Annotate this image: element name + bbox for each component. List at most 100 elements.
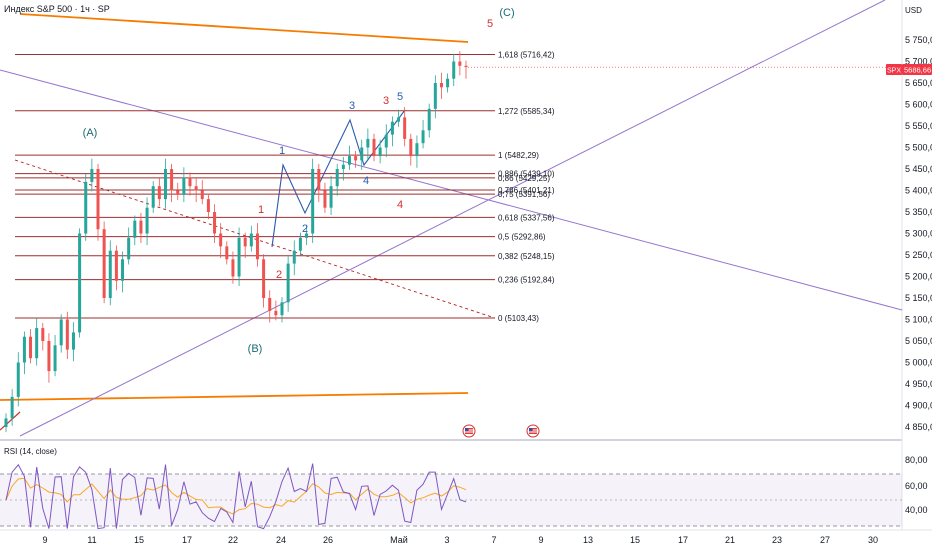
rsi-indicator-label[interactable]: RSI (14, close) [4, 447, 57, 456]
candle-body[interactable] [114, 250, 118, 281]
candle-body[interactable] [323, 190, 327, 208]
rsi-line[interactable] [5, 463, 467, 530]
candle-body[interactable] [329, 186, 333, 208]
candle-body[interactable] [231, 259, 235, 277]
candle-body[interactable] [268, 298, 272, 311]
candle-body[interactable] [305, 233, 309, 238]
candle-body[interactable] [65, 319, 69, 350]
last-price-badge[interactable] [902, 64, 932, 75]
candle-body[interactable] [243, 237, 247, 247]
ascending-trendline[interactable] [19, 0, 886, 437]
candle-body[interactable] [255, 233, 259, 260]
candle-body[interactable] [384, 134, 388, 148]
candle-body[interactable] [286, 263, 290, 303]
candle-body[interactable] [317, 169, 321, 191]
candle-body[interactable] [274, 310, 278, 316]
dashed-guide-line[interactable] [14, 159, 496, 319]
candle-body[interactable] [102, 229, 106, 298]
wave-label[interactable]: 3 [383, 95, 389, 107]
candle-body[interactable] [415, 143, 419, 157]
candle-body[interactable] [71, 332, 75, 350]
wave-label[interactable]: (C) [499, 7, 514, 19]
candle-body[interactable] [170, 169, 174, 191]
candle-body[interactable] [59, 319, 63, 346]
candle-body[interactable] [292, 250, 296, 264]
candle-body[interactable] [194, 186, 198, 191]
candle-body[interactable] [22, 336, 26, 363]
candle-body[interactable] [145, 207, 149, 234]
rsi-moving-average-line[interactable] [5, 477, 467, 515]
wave-label[interactable]: 4 [363, 175, 369, 187]
candle-body[interactable] [157, 186, 161, 200]
candle-body[interactable] [90, 169, 94, 182]
candle-body[interactable] [41, 328, 45, 341]
candle-body[interactable] [84, 181, 88, 234]
candle-body[interactable] [16, 362, 20, 397]
wave-label[interactable]: 2 [276, 269, 282, 281]
chart-title[interactable]: Индекс S&P 500 · 1ч · SP [4, 4, 110, 14]
candle-body[interactable] [390, 121, 394, 135]
candle-body[interactable] [280, 302, 284, 316]
lower-orange-curve[interactable] [0, 392, 469, 401]
us-flag-event-icon[interactable] [526, 424, 540, 438]
candle-body[interactable] [347, 156, 351, 165]
candle-body[interactable] [219, 233, 223, 247]
candle-body[interactable] [139, 220, 143, 234]
candle-body[interactable] [213, 212, 217, 234]
candle-body[interactable] [421, 130, 425, 144]
wave-label[interactable]: 1 [279, 145, 285, 157]
wave-label[interactable]: 5 [487, 18, 493, 30]
symbol-badge[interactable] [886, 64, 902, 75]
candle-body[interactable] [409, 138, 413, 157]
wave-label[interactable]: 5 [397, 91, 403, 103]
candle-body[interactable] [78, 233, 82, 333]
candle-body[interactable] [10, 396, 14, 419]
candle-body[interactable] [360, 147, 364, 161]
upper-orange-curve[interactable] [19, 13, 469, 43]
candle-body[interactable] [47, 341, 51, 372]
candle-body[interactable] [249, 233, 253, 247]
candle-body[interactable] [311, 169, 315, 234]
candle-body[interactable] [29, 336, 33, 359]
wave-label[interactable]: (A) [83, 127, 98, 139]
candle-body[interactable] [458, 61, 462, 66]
candle-body[interactable] [188, 177, 192, 187]
wave-label[interactable]: 1 [258, 204, 264, 216]
wave-label[interactable]: 3 [349, 100, 355, 112]
candle-body[interactable] [176, 190, 180, 195]
wave-label[interactable]: 4 [397, 199, 403, 211]
candle-body[interactable] [378, 147, 382, 157]
candle-body[interactable] [151, 186, 155, 208]
candle-body[interactable] [200, 190, 204, 200]
candle-body[interactable] [206, 199, 210, 212]
candle-body[interactable] [262, 259, 266, 298]
candle-body[interactable] [35, 328, 39, 359]
candle-body[interactable] [439, 83, 443, 88]
blue-wave-path[interactable] [271, 109, 406, 248]
candle-body[interactable] [182, 177, 186, 195]
candle-body[interactable] [464, 65, 468, 68]
candle-body[interactable] [341, 164, 345, 169]
candle-body[interactable] [433, 83, 437, 109]
candle-body[interactable] [96, 169, 100, 230]
candle-body[interactable] [366, 138, 370, 148]
candle-body[interactable] [108, 250, 112, 298]
candle-body[interactable] [452, 61, 456, 79]
candle-body[interactable] [133, 220, 137, 238]
candle-body[interactable] [427, 108, 431, 131]
candle-body[interactable] [446, 78, 450, 88]
candle-body[interactable] [403, 117, 407, 139]
candle-body[interactable] [127, 237, 131, 260]
candle-body[interactable] [354, 156, 358, 161]
candle-body[interactable] [121, 259, 125, 281]
wave-label[interactable]: (B) [248, 343, 263, 355]
candle-body[interactable] [4, 418, 8, 427]
candle-body[interactable] [397, 117, 401, 122]
us-flag-event-icon[interactable] [462, 424, 476, 438]
candle-body[interactable] [237, 237, 241, 277]
candle-body[interactable] [53, 345, 57, 372]
candle-body[interactable] [372, 138, 376, 157]
candle-body[interactable] [163, 169, 167, 200]
candle-body[interactable] [298, 237, 302, 251]
